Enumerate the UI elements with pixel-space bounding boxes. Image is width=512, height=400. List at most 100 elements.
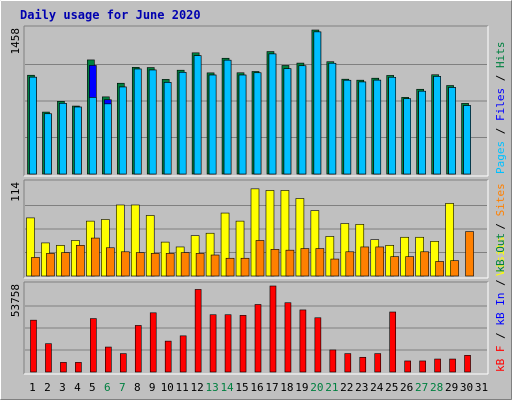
bar-visits-day-16 — [250, 188, 260, 277]
day-label-23: 23 — [355, 381, 368, 394]
bar-kb-f-day-18 — [284, 302, 292, 373]
legend-entry: / — [494, 326, 507, 346]
day-label-13: 13 — [205, 381, 218, 394]
day-label-28: 28 — [430, 381, 443, 394]
bar-kb-f-day-12 — [194, 289, 202, 373]
day-label-27: 27 — [415, 381, 428, 394]
bar-visits-day-19 — [295, 198, 305, 277]
bar-kb-f-day-1 — [30, 319, 37, 373]
bar-visits-day-9 — [145, 215, 155, 277]
bar-pages-day-1 — [29, 76, 37, 175]
bar-pages-day-24 — [373, 79, 382, 175]
bar-kb-f-day-9 — [149, 312, 157, 373]
bar-visits-day-8 — [130, 204, 140, 277]
bar-kb-f-day-5 — [90, 318, 97, 373]
day-label-22: 22 — [340, 381, 353, 394]
bar-pages-day-16 — [253, 72, 262, 175]
bar-pages-day-18 — [283, 68, 292, 175]
bar-pages-day-5 — [89, 97, 97, 175]
bar-sites-day-16 — [255, 240, 265, 277]
day-label-11: 11 — [176, 381, 189, 394]
day-label-16: 16 — [250, 381, 263, 394]
bar-visits-day-18 — [280, 190, 290, 277]
legend-entry: / — [494, 273, 507, 293]
panel-2: 114 Visits / Sites — [9, 179, 507, 279]
bar-sites-day-13 — [210, 254, 220, 277]
bar-visits-day-15 — [235, 220, 245, 277]
bar-sites-day-1 — [31, 257, 40, 277]
bar-sites-day-3 — [61, 252, 70, 277]
day-label-26: 26 — [400, 381, 413, 394]
day-label-17: 17 — [265, 381, 278, 394]
bar-kb-f-day-25 — [389, 311, 397, 373]
panel-1: 1458 Pages / Files / Hits — [9, 25, 507, 177]
bar-pages-day-23 — [358, 81, 367, 175]
day-label-8: 8 — [134, 381, 141, 394]
bar-kb-f-day-10 — [164, 340, 172, 373]
bar-visits-day-20 — [310, 210, 320, 277]
bar-pages-day-20 — [313, 31, 322, 175]
bar-sites-day-20 — [315, 248, 325, 277]
bar-pages-day-6 — [104, 103, 112, 175]
day-label-25: 25 — [385, 381, 398, 394]
panel-max-label: 53758 — [9, 284, 22, 317]
bar-pages-day-7 — [118, 86, 127, 175]
bar-visits-day-17 — [265, 190, 275, 277]
bar-kb-f-day-28 — [434, 358, 441, 373]
bar-sites-day-22 — [345, 251, 355, 277]
bar-sites-day-27 — [420, 251, 429, 277]
bar-sites-day-24 — [375, 246, 385, 277]
legend-entry: Pages — [494, 141, 507, 174]
bar-sites-day-7 — [120, 251, 130, 277]
legend-entry: Visits — [494, 236, 507, 276]
bar-pages-day-30 — [463, 105, 471, 175]
bar-sites-day-4 — [76, 245, 85, 277]
bar-pages-day-4 — [74, 106, 82, 175]
bar-kb-f-day-17 — [269, 285, 277, 373]
bar-pages-day-17 — [268, 53, 277, 175]
bar-kb-f-day-7 — [119, 353, 127, 373]
bar-kb-f-day-24 — [374, 353, 382, 373]
bar-sites-day-19 — [300, 248, 310, 277]
bar-pages-day-27 — [418, 90, 426, 175]
bar-pages-day-8 — [133, 68, 142, 175]
bar-visits-day-22 — [340, 223, 350, 277]
bar-sites-day-5 — [91, 237, 100, 277]
bar-sites-day-11 — [180, 252, 190, 277]
bar-kb-f-day-20 — [314, 317, 322, 373]
bar-kb-f-day-27 — [419, 360, 426, 373]
bar-sites-day-17 — [270, 249, 280, 277]
bar-visits-day-13 — [205, 232, 215, 277]
bar-sites-day-18 — [285, 249, 295, 277]
chart-panels: 1458 Pages / Files / Hits 114 Visits / Site… — [9, 25, 507, 375]
bar-pages-day-9 — [148, 69, 157, 175]
legend-entry: / — [494, 216, 507, 236]
bar-kb-f-day-6 — [105, 346, 112, 373]
bar-kb-f-day-4 — [75, 362, 82, 373]
bar-kb-f-day-8 — [134, 325, 142, 373]
bar-sites-day-21 — [330, 258, 340, 277]
bar-sites-day-10 — [165, 253, 175, 277]
bar-sites-day-26 — [405, 256, 414, 277]
legend-entry: kB In — [494, 293, 507, 326]
bar-visits-day-14 — [220, 212, 230, 277]
chart-title: Daily usage for June 2020 — [20, 8, 201, 22]
bar-sites-day-6 — [106, 247, 115, 277]
bar-sites-day-15 — [240, 257, 250, 277]
day-label-6: 6 — [104, 381, 111, 394]
bar-pages-day-26 — [403, 98, 411, 175]
bar-pages-day-28 — [433, 76, 441, 175]
day-label-21: 21 — [325, 381, 338, 394]
bar-sites-day-29 — [450, 260, 459, 277]
panel-max-label: 1458 — [9, 28, 22, 55]
day-label-20: 20 — [310, 381, 323, 394]
bar-visits-day-29 — [445, 203, 454, 277]
day-label-29: 29 — [445, 381, 458, 394]
bar-pages-day-14 — [223, 59, 232, 175]
bar-pages-day-3 — [59, 103, 67, 175]
bar-pages-day-21 — [328, 62, 337, 175]
bar-sites-day-28 — [435, 261, 444, 277]
day-label-14: 14 — [220, 381, 234, 394]
bar-kb-f-day-21 — [329, 349, 337, 373]
day-label-10: 10 — [161, 381, 174, 394]
